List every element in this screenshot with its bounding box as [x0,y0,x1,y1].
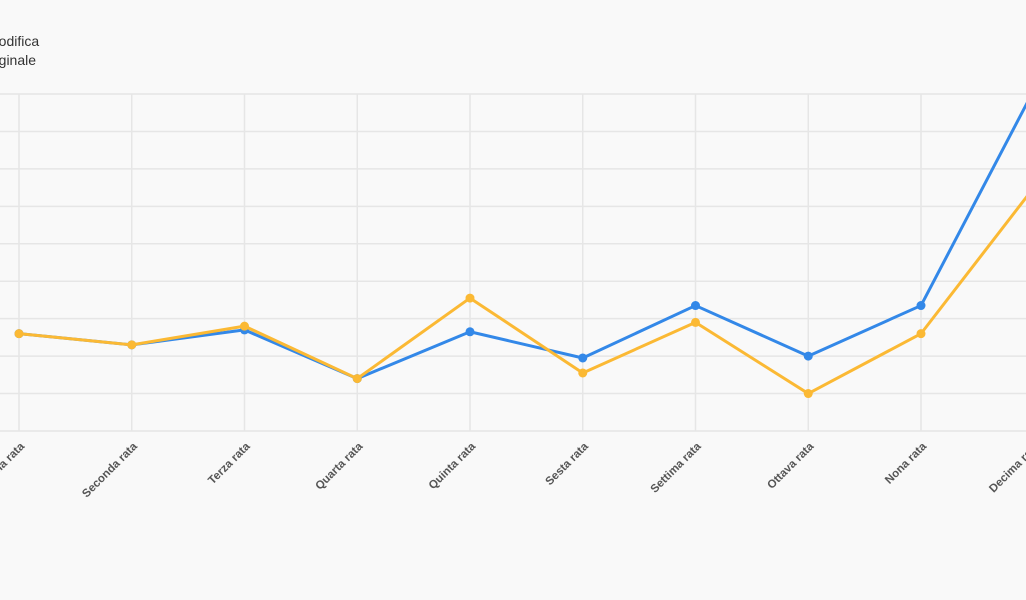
x-tick-label: Nona rata [883,440,929,486]
x-tick-label: Quinta rata [427,440,479,492]
data-point[interactable] [127,340,137,350]
data-point[interactable] [916,329,926,339]
x-tick-label: Terza rata [206,440,253,487]
data-point[interactable] [691,301,700,311]
x-tick-label: Seconda rata [80,440,140,500]
x-tick-label: Prima rata [0,440,28,489]
legend: Modifica Originale [0,32,39,70]
legend-item-modifica[interactable]: Modifica [0,33,40,49]
data-point[interactable] [465,293,475,303]
x-tick-label: Settima rata [649,440,704,495]
legend-item-originale[interactable]: Originale [0,52,37,68]
x-tick-label: Sesta rata [544,440,592,488]
x-tick-label: Ottava rata [765,440,816,491]
data-point[interactable] [14,329,24,339]
data-point[interactable] [352,374,362,384]
data-point[interactable] [578,353,588,363]
data-point[interactable] [691,317,700,327]
x-tick-label: Quarta rata [313,440,365,492]
data-point[interactable] [465,327,475,337]
series-line [17,195,1026,396]
x-axis-labels: Prima rata Seconda rata Terza rata Quarta r… [0,440,1026,500]
data-point[interactable] [240,321,249,331]
x-tick-label: Decima rata [987,440,1026,495]
grid [0,93,1026,432]
data-point[interactable] [916,301,926,311]
series-line [17,101,1026,381]
data-point[interactable] [803,389,813,399]
data-point[interactable] [578,368,588,378]
series-originale [14,195,1026,399]
data-point[interactable] [803,351,813,361]
